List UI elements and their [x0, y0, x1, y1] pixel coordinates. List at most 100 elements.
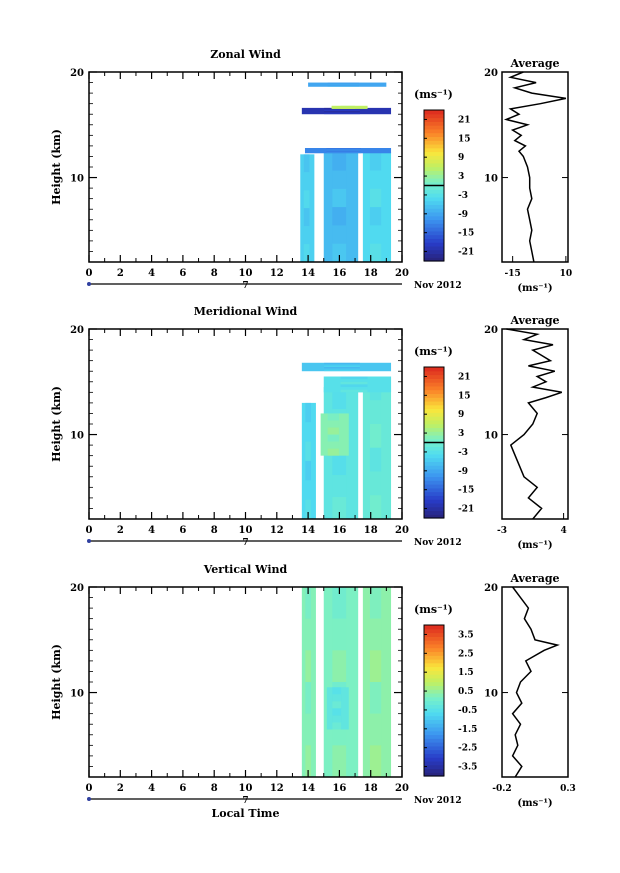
- profile-title: Average: [509, 572, 559, 585]
- colorbar-segment: [424, 215, 444, 221]
- heatmap-cell: [327, 441, 339, 449]
- x-tick-label: 10: [239, 268, 253, 279]
- colorbar-segment: [424, 514, 444, 519]
- colorbar-segment: [424, 393, 444, 398]
- colorbar-tick-label: -9: [458, 210, 468, 220]
- colorbar-segment: [424, 162, 444, 168]
- heatmap-cell: [324, 364, 360, 366]
- panel-3: Vertical Wind 0 2 4 6 8 10 12 14 16 18 20 10 20 Height…: [50, 563, 576, 820]
- heatmap-cell: [305, 682, 311, 714]
- x-tick-label: 10: [239, 783, 253, 794]
- heatmap-cell: [326, 152, 361, 154]
- colorbar-segment: [424, 450, 444, 455]
- heatmap-cell: [340, 384, 368, 388]
- y-tick-label: 20: [70, 68, 84, 79]
- heatmap-cell: [332, 687, 342, 695]
- date-label: Nov 2012: [414, 538, 462, 548]
- profile-x-tick-label: -3: [497, 526, 507, 536]
- colorbar-segment: [424, 446, 444, 451]
- colorbar-segment: [424, 510, 444, 515]
- heatmap-cell: [324, 110, 360, 112]
- colorbar-segment: [424, 453, 444, 459]
- heatmap-cell: [332, 387, 347, 410]
- heatmap-cell: [305, 745, 311, 777]
- colorbar-segment: [424, 245, 444, 251]
- profile-line: [503, 71, 567, 263]
- heatmap-cell: [369, 618, 382, 651]
- colorbar-segment: [424, 238, 444, 243]
- heatmap-cell: [369, 682, 382, 714]
- heatmap-cell: [305, 480, 311, 500]
- colorbar-unit: (ms⁻¹): [414, 345, 453, 358]
- colorbar-segment: [424, 132, 444, 138]
- colorbar-segment: [424, 677, 444, 683]
- colorbar-tick-label: 9: [458, 153, 464, 163]
- colorbar-segment: [424, 257, 444, 262]
- colorbar-segment: [424, 253, 444, 258]
- colorbar-segment: [424, 136, 444, 141]
- x-tick-label: 6: [179, 525, 186, 536]
- heatmap-cell: [340, 107, 355, 109]
- heatmap-cell: [303, 244, 310, 262]
- colorbar-segment: [424, 760, 444, 766]
- profile-unit: (ms⁻¹): [517, 283, 552, 294]
- heatmap-cell: [340, 105, 355, 107]
- heatmap-cell: [340, 379, 368, 382]
- colorbar-segment: [424, 385, 444, 391]
- colorbar-tick-label: 21: [458, 115, 471, 125]
- colorbar-segment: [424, 431, 444, 436]
- colorbar-tick-label: 15: [458, 134, 471, 144]
- heatmap-cell: [327, 434, 339, 442]
- heatmap-cell: [369, 713, 382, 746]
- colorbar-segment: [424, 647, 444, 653]
- colorbar-segment: [424, 506, 444, 512]
- colorbar-segment: [424, 495, 444, 500]
- colorbar-segment: [424, 476, 444, 481]
- colorbar-segment: [424, 397, 444, 402]
- profile-title: Average: [509, 57, 559, 70]
- colorbar-segment: [424, 367, 444, 372]
- colorbar-segment: [424, 719, 444, 724]
- colorbar-segment: [424, 625, 444, 630]
- x-tick-label: 18: [364, 525, 378, 536]
- colorbar-tick-label: -9: [458, 467, 468, 477]
- colorbar-tick-label: -0.5: [458, 706, 477, 716]
- colorbar-segment: [424, 147, 444, 153]
- heatmap-cell: [332, 497, 347, 519]
- x-tick-label: 20: [395, 525, 409, 536]
- colorbar-segment: [424, 692, 444, 698]
- heatmap-cell: [305, 650, 311, 682]
- heatmap-cell: [332, 225, 347, 244]
- y-axis-label: Height (km): [50, 644, 63, 720]
- profile-frame: [501, 586, 569, 778]
- heatmap-cell: [369, 424, 382, 448]
- heatmap-cell: [332, 745, 347, 777]
- x-tick-label: 4: [148, 268, 155, 279]
- colorbar-segment: [424, 666, 444, 671]
- heatmap-cells: [300, 82, 392, 262]
- heatmap-cell: [369, 400, 382, 424]
- y-tick-label: 10: [70, 689, 84, 700]
- colorbar-segment: [424, 461, 444, 466]
- x-tick-label: 8: [211, 525, 218, 536]
- colorbar-segment: [424, 419, 444, 425]
- colorbar-segment: [424, 651, 444, 656]
- heatmap-cell: [332, 152, 347, 171]
- x-tick-label: 20: [395, 268, 409, 279]
- colorbar-segment: [424, 480, 444, 485]
- heatmap-cell: [332, 650, 347, 682]
- heatmap-cell: [324, 369, 360, 372]
- colorbar-segment: [424, 696, 444, 702]
- x-tick-label: 2: [117, 783, 124, 794]
- panel-title: Zonal Wind: [210, 48, 281, 61]
- colorbar-segment: [424, 689, 444, 694]
- heatmap-cell: [332, 207, 347, 226]
- heatmap-cell: [332, 618, 347, 651]
- colorbar-segment: [424, 643, 444, 649]
- colorbar-segment: [424, 670, 444, 675]
- colorbar-segment: [424, 662, 444, 668]
- heatmap-cell: [305, 618, 311, 651]
- colorbar-segment: [424, 208, 444, 213]
- colorbar-unit: (ms⁻¹): [414, 88, 453, 101]
- heatmap-cell: [324, 113, 360, 115]
